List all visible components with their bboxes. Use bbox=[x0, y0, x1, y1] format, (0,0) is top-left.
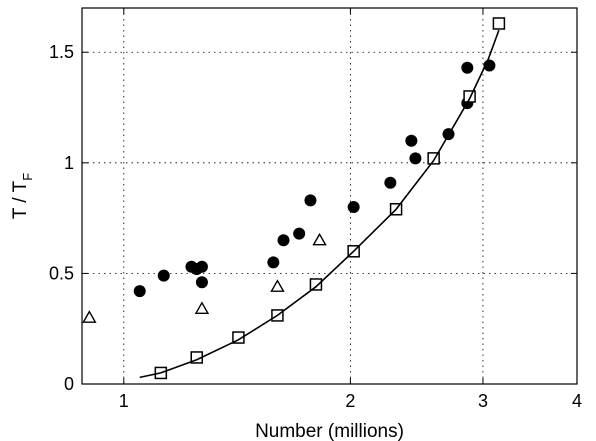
axes: 1 2 3 4 0 0.5 1 1.5 bbox=[49, 8, 582, 411]
open-square-point bbox=[492, 17, 506, 30]
y-tick-label: 1.5 bbox=[49, 42, 74, 62]
y-axis-label: T / TF bbox=[10, 173, 35, 219]
y-tick-label: 0.5 bbox=[49, 263, 74, 283]
y-tick-label: 0 bbox=[64, 374, 74, 394]
data-marks bbox=[82, 17, 506, 380]
filled-circle-point bbox=[267, 256, 280, 269]
x-tick-label: 4 bbox=[572, 391, 582, 411]
filled-circle-point bbox=[195, 260, 208, 273]
filled-circle-point bbox=[277, 234, 290, 247]
fit-curve bbox=[139, 29, 500, 379]
y-axis-label-main: T / T bbox=[10, 180, 31, 219]
filled-circle-point bbox=[384, 176, 397, 189]
x-axis-label: Number (millions) bbox=[255, 421, 404, 441]
open-square-point bbox=[232, 331, 245, 344]
filled-circle-point bbox=[133, 285, 146, 298]
filled-circle-point bbox=[195, 276, 208, 289]
open-triangle-point bbox=[270, 279, 285, 292]
open-square-point bbox=[427, 152, 440, 165]
filled-circle-point bbox=[409, 152, 422, 165]
filled-circle-point bbox=[293, 227, 306, 240]
plot-frame bbox=[81, 7, 578, 385]
y-tick-label: 1 bbox=[64, 153, 74, 173]
x-tick-label: 2 bbox=[345, 391, 355, 411]
open-square-point bbox=[309, 278, 323, 291]
filled-circle-point bbox=[461, 61, 474, 74]
y-axis-label-subscript: F bbox=[20, 173, 35, 181]
filled-circle-point bbox=[405, 134, 418, 147]
open-triangle-point bbox=[194, 301, 210, 314]
grid-lines bbox=[82, 8, 577, 384]
open-triangle-point bbox=[82, 310, 97, 323]
filled-circle-point bbox=[157, 269, 170, 282]
open-square-point bbox=[463, 90, 476, 103]
filled-circle-point bbox=[304, 194, 317, 207]
x-tick-label: 3 bbox=[478, 391, 488, 411]
x-tick-label: 1 bbox=[119, 391, 129, 411]
filled-circle-point bbox=[347, 201, 360, 214]
open-triangle-point bbox=[312, 232, 327, 246]
